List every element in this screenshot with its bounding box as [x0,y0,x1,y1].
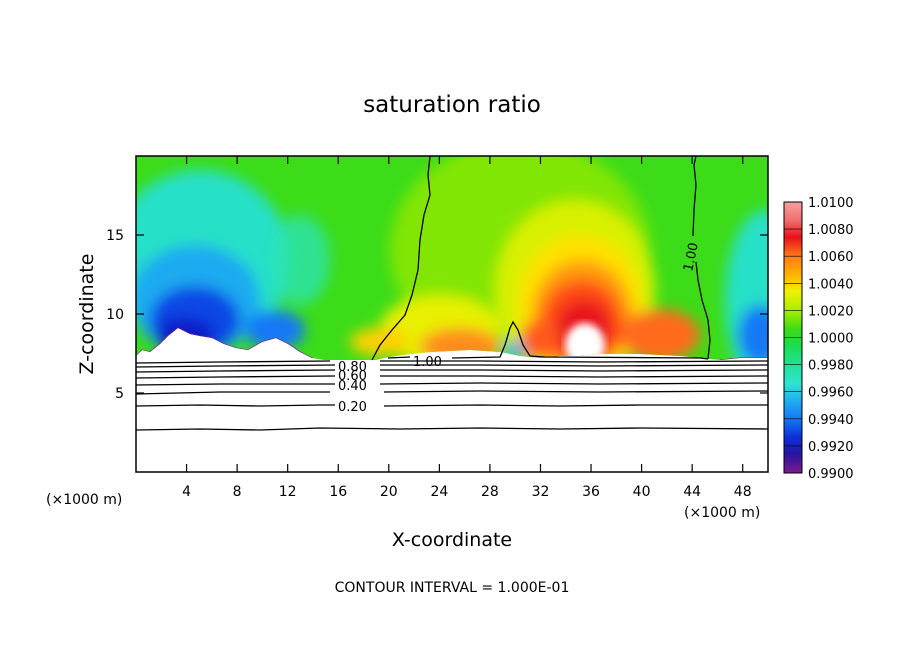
x-tick-label: 44 [683,484,701,500]
x-tick-label: 12 [279,484,297,500]
contour-label: 1.00 [413,355,442,370]
x-tick-label: 16 [329,484,347,500]
contour-label: 0.20 [338,400,367,415]
contour-line [136,369,768,373]
colorbar-label: 0.9980 [808,359,854,374]
contour-line [136,364,768,368]
contour-label: 0.40 [338,379,367,394]
x-tick-label: 32 [532,484,550,500]
contour-label: 0.60 [338,369,367,384]
colorbar-label: 1.0020 [808,304,854,319]
x-axis-unit-right: (×1000 m) [684,505,760,521]
contour-line [371,156,431,361]
colorbar-label: 0.9900 [808,467,854,482]
x-tick-label: 20 [380,484,398,500]
colorbar: 1.0100 1.0080 1.0060 1.0040 1.0020 1.0000 0.99… [783,196,854,482]
x-tick-label: 4 [182,484,191,500]
contour-line [692,156,711,360]
x-axis-unit-left: (×1000 m) [46,492,122,508]
y-axis-label: Z-coordinate [76,254,98,375]
y-tick-label: 5 [115,386,124,402]
colorbar-label: 0.9920 [808,440,854,455]
colorbar-label: 1.0060 [808,250,854,265]
x-tick-label: 40 [633,484,651,500]
contour-line [136,382,768,386]
contour-line [387,320,709,360]
x-tick-label: 36 [582,484,600,500]
contour-label: 0.80 [338,360,367,375]
contour-line [136,427,768,431]
colorbar-label: 1.0040 [808,277,854,292]
saturation-field [136,156,768,360]
contour-interval-note: CONTOUR INTERVAL = 1.000E-01 [335,580,570,596]
x-tick-label: 8 [233,484,242,500]
contour-label: 1.00 [681,241,702,272]
contour-line [136,375,768,379]
y-axis-ticks: 5 10 15 [106,228,768,402]
chart-title: saturation ratio [363,92,541,118]
x-axis-label: X-coordinate [392,529,512,551]
colorbar-label: 1.0000 [808,332,854,347]
colorbar-label: 1.0100 [808,196,854,211]
contour-line [136,360,768,364]
colorbar-label: 0.9960 [808,386,854,401]
colorbar-label: 1.0080 [808,223,854,238]
x-tick-label: 24 [430,484,448,500]
x-tick-label: 48 [734,484,752,500]
colorbar-label: 0.9940 [808,413,854,428]
x-tick-label: 28 [481,484,499,500]
y-tick-label: 15 [106,228,124,244]
x-axis-ticks: 4 8 12 16 20 24 28 32 36 40 44 48 [182,156,752,500]
contour-lines [136,156,768,431]
y-tick-label: 10 [106,307,124,323]
contour-line [136,404,768,407]
contour-line [136,390,768,395]
